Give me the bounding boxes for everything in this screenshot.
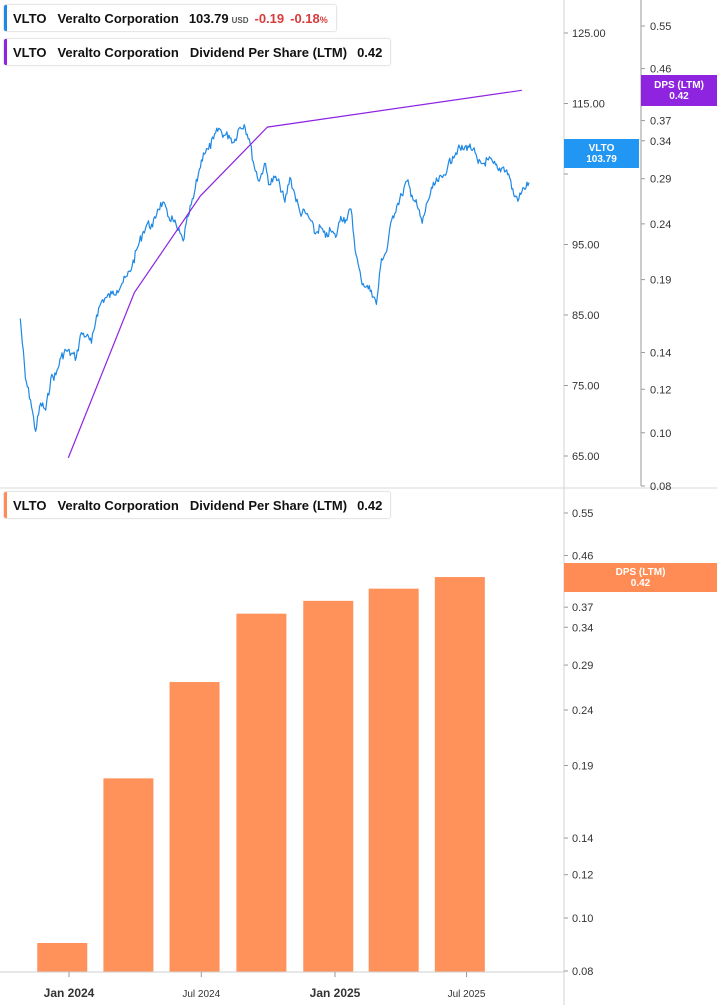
price-badge-label: VLTO: [588, 142, 615, 154]
legend-dps-top-value: 0.42: [357, 44, 383, 60]
legend-price[interactable]: VLTO Veralto Corporation 103.79 USD -0.1…: [3, 4, 337, 32]
dps-bottom-badge: DPS (LTM) 0.42: [564, 563, 717, 592]
dps-bar: [434, 577, 485, 972]
dps-top-badge-value: 0.42: [669, 90, 689, 102]
dps-line: [67, 89, 522, 459]
dps-bar: [37, 943, 88, 972]
dps-axis-tick-label: 0.10: [650, 428, 671, 440]
price-axis-tick-label: 95.00: [572, 240, 600, 252]
x-axis-tick-label: Jan 2024: [44, 986, 95, 1000]
legend-price-change: -0.19: [254, 10, 285, 26]
dps-axis-tick-label: 0.19: [650, 275, 671, 287]
bottom-axis-tick-label: 0.37: [572, 602, 593, 614]
dps-top-badge: DPS (LTM) 0.42: [641, 75, 717, 106]
legend-price-change-pct: -0.18: [290, 10, 320, 26]
price-axis-tick-label: 65.00: [572, 451, 600, 463]
bottom-axis-tick-label: 0.34: [572, 622, 593, 634]
x-axis-tick-label: Jul 2025: [448, 989, 486, 1000]
legend-dps-bottom-name: Veralto Corporation: [57, 497, 179, 513]
dps-axis-tick-label: 0.08: [650, 481, 671, 493]
legend-price-currency: USD: [231, 15, 249, 25]
dps-axis-tick-label: 0.12: [650, 384, 671, 396]
price-axis-tick-label: 115.00: [572, 99, 605, 111]
bottom-axis-tick-label: 0.12: [572, 870, 593, 882]
legend-price-ticker: VLTO: [13, 10, 47, 26]
legend-price-name: Veralto Corporation: [57, 10, 179, 26]
legend-dps-bottom[interactable]: VLTO Veralto Corporation Dividend Per Sh…: [3, 491, 392, 519]
bottom-axis-tick-label: 0.55: [572, 508, 593, 520]
dps-axis-tick-label: 0.29: [650, 174, 671, 186]
bottom-axis-tick-label: 0.08: [572, 966, 593, 978]
dps-axis-tick-label: 0.55: [650, 21, 671, 33]
dps-bar: [169, 682, 220, 972]
price-line: [19, 124, 530, 432]
dps-axis-tick-label: 0.14: [650, 347, 671, 359]
price-axis-tick-label: 75.00: [572, 381, 600, 393]
bottom-axis-tick-label: 0.24: [572, 705, 593, 717]
dps-top-badge-label: DPS (LTM): [654, 79, 704, 91]
x-axis-tick-label: Jan 2025: [310, 986, 361, 1000]
legend-price-value: 103.79: [188, 10, 229, 26]
dps-bars: [37, 577, 485, 972]
legend-dps-bottom-ticker: VLTO: [13, 497, 47, 513]
dps-bottom-badge-value: 0.42: [630, 577, 651, 589]
legend-dps-top-ticker: VLTO: [13, 44, 47, 60]
bottom-axis-tick-label: 0.19: [572, 761, 593, 773]
dps-bar: [236, 613, 287, 972]
legend-dps-bottom-value: 0.42: [357, 497, 383, 513]
legend-dps-top-color: [4, 39, 7, 65]
price-badge: VLTO 103.79: [564, 139, 639, 168]
dps-axis-tick-label: 0.37: [650, 116, 671, 128]
legend-dps-top-name: Veralto Corporation: [57, 44, 179, 60]
dps-axis-tick-label: 0.24: [650, 219, 671, 231]
legend-price-color: [4, 5, 7, 31]
legend-dps-bottom-color: [4, 492, 7, 518]
price-axis-tick-label: 125.00: [572, 28, 606, 40]
dps-axis-tick-label: 0.46: [650, 64, 671, 76]
dps-axis-tick-label: 0.34: [650, 136, 671, 148]
legend-dps-top[interactable]: VLTO Veralto Corporation Dividend Per Sh…: [3, 38, 392, 66]
chart-lines: [19, 89, 530, 459]
price-badge-value: 103.79: [586, 153, 617, 165]
dps-bar: [303, 600, 354, 972]
legend-dps-top-series: Dividend Per Share (LTM): [189, 44, 348, 60]
price-axis-tick-label: 85.00: [572, 310, 600, 322]
bottom-axis-tick-label: 0.10: [572, 913, 593, 925]
x-axis-tick-label: Jul 2024: [182, 989, 220, 1000]
dps-bar: [368, 588, 419, 972]
dps-bar: [103, 778, 154, 972]
bottom-axis-tick-label: 0.29: [572, 660, 593, 672]
bottom-axis-tick-label: 0.14: [572, 833, 593, 845]
legend-price-pct-sign: %: [319, 14, 328, 25]
bottom-axis-tick-label: 0.46: [572, 550, 593, 562]
legend-dps-bottom-series: Dividend Per Share (LTM): [189, 497, 348, 513]
dps-bottom-badge-label: DPS (LTM): [615, 566, 666, 578]
